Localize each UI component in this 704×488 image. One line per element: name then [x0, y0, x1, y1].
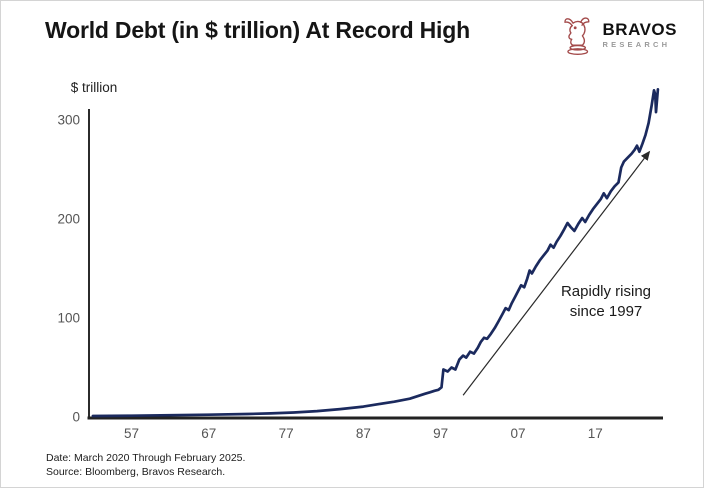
logo-sub-name: RESEARCH: [602, 40, 671, 50]
x-tick-label: 87: [356, 426, 371, 441]
chart-annotation: Rapidly rising since 1997: [528, 282, 684, 323]
chart-title: World Debt (in $ trillion) At Record Hig…: [45, 17, 470, 43]
bull-chess-piece-icon: [563, 17, 589, 55]
bravos-research-logo: BRAVOS RESEARCH: [562, 13, 677, 57]
annotation-line1: Rapidly rising: [560, 283, 652, 300]
x-tick-label: 17: [588, 426, 603, 441]
logo-text: BRAVOS RESEARCH: [603, 21, 677, 49]
logo-brand-name: BRAVOS: [602, 20, 677, 40]
annotation-line2: since 1997: [569, 303, 643, 321]
y-tick-label: 200: [57, 212, 80, 227]
x-tick-label: 07: [510, 426, 525, 441]
source-note: Source: Bloomberg, Bravos Research.: [46, 466, 226, 479]
world-debt-line: [91, 87, 660, 418]
x-tick-label: 67: [201, 426, 216, 441]
y-axis-label: $ trillion: [71, 80, 118, 95]
x-tick-label: 97: [433, 426, 448, 441]
x-tick-label: 77: [279, 426, 294, 441]
chart-footnotes: Date: March 2020 Through February 2025. …: [46, 451, 245, 479]
trend-arrow: [462, 150, 651, 396]
x-tick-label: 57: [124, 426, 139, 441]
y-tick-label: 0: [72, 410, 80, 425]
date-note: Date: March 2020 Through February 2025.: [46, 452, 246, 464]
y-tick-label: 300: [57, 113, 80, 128]
y-tick-label: 100: [57, 311, 80, 326]
